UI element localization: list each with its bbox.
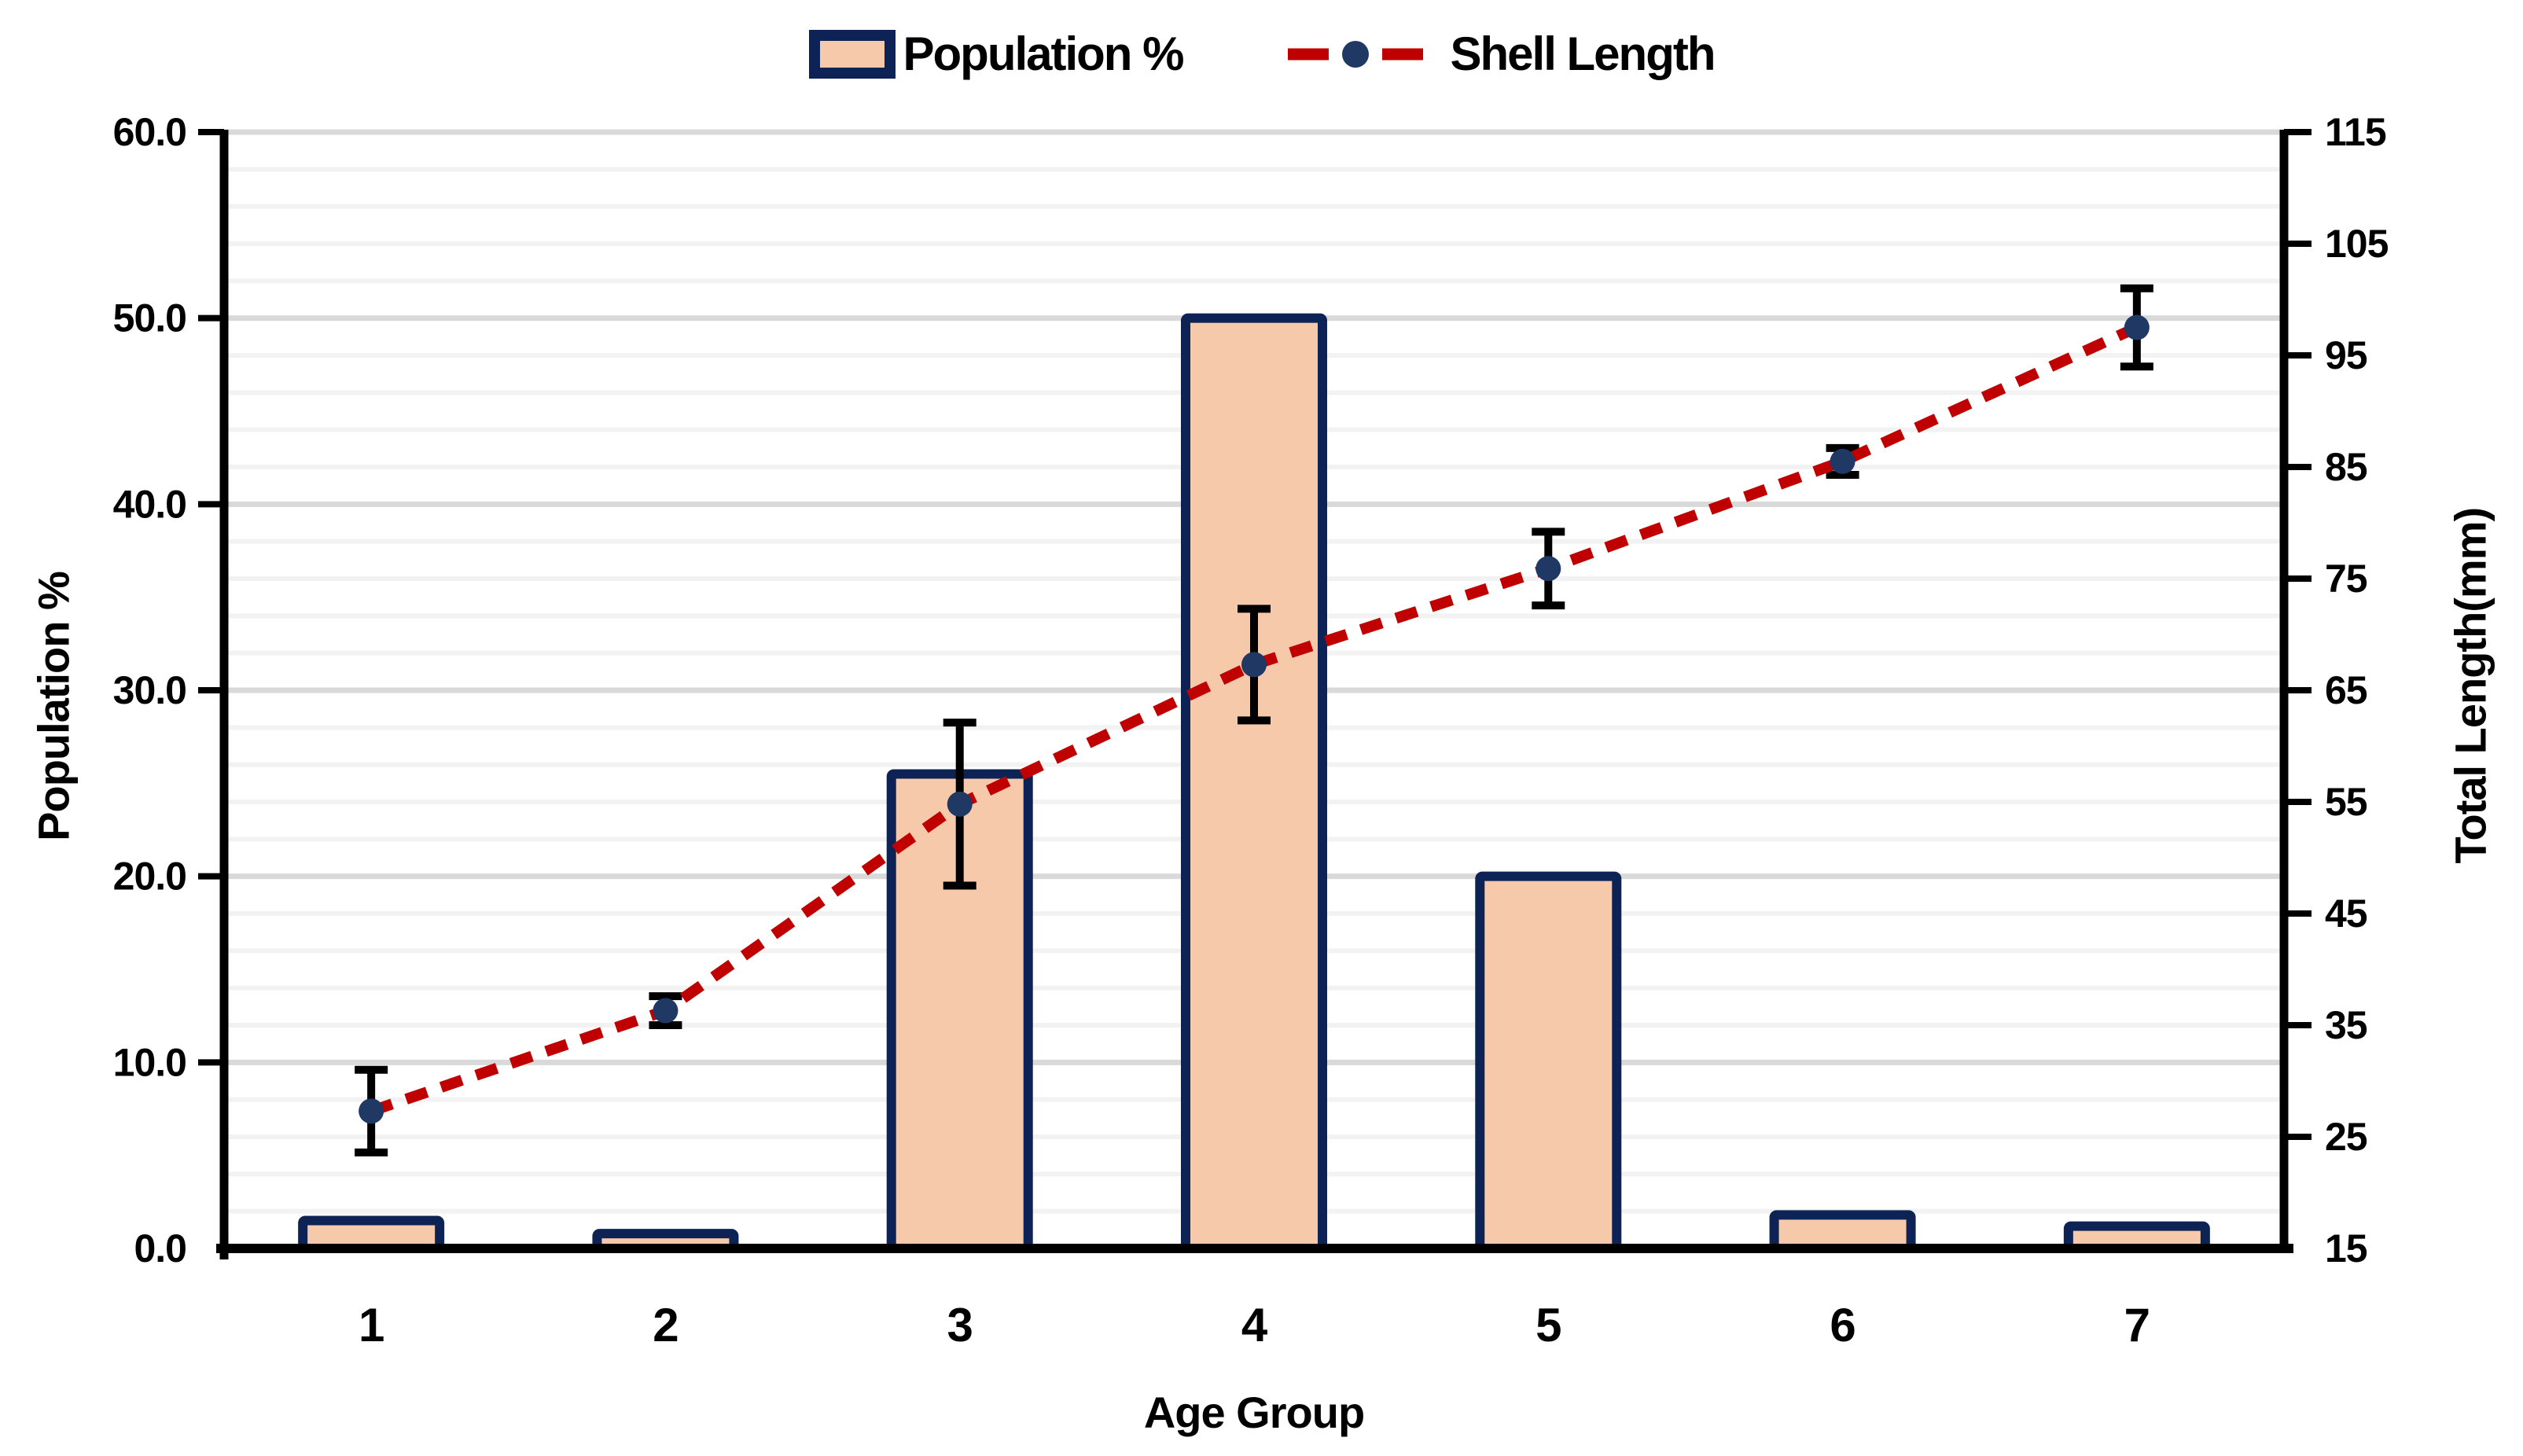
shell-length-point-age-4 [1241, 652, 1267, 678]
legend-label-population: Population % [903, 28, 1185, 80]
y-axis-title-right: Total Length(mm) [2445, 507, 2495, 864]
y-axis-right-tick-label: 105 [2325, 222, 2389, 266]
y-axis-left-tick-label: 60.0 [113, 110, 186, 154]
y-axis-right-tick-label: 75 [2325, 557, 2367, 601]
y-axis-right-tick-label: 115 [2325, 110, 2386, 154]
x-axis-tick-label: 3 [947, 1299, 973, 1351]
bar-swatch-icon [808, 29, 896, 79]
bar-age-5 [1475, 871, 1622, 1253]
x-axis-tick-label: 6 [1830, 1299, 1855, 1351]
y-axis-right-tick-label: 55 [2325, 780, 2367, 824]
shell-length-point-age-5 [1535, 556, 1561, 582]
x-axis-tick-label: 2 [653, 1299, 678, 1351]
x-axis-title: Age Group [1143, 1388, 1365, 1437]
y-axis-right-tick-label: 45 [2325, 892, 2367, 936]
y-axis-right-tick-label: 85 [2325, 445, 2367, 489]
y-axis-right-tick-label: 15 [2325, 1226, 2367, 1270]
shell-length-point-age-2 [653, 998, 679, 1024]
y-axis-left-tick-label: 50.0 [113, 296, 186, 340]
y-axis-right-tick-label: 95 [2325, 333, 2367, 377]
y-axis-left-tick-label: 30.0 [113, 668, 186, 712]
x-axis-tick-label: 5 [1535, 1299, 1561, 1351]
x-axis-tick-label: 7 [2124, 1299, 2150, 1351]
y-axis-right-tick-label: 65 [2325, 668, 2367, 712]
legend-item-shell-length: Shell Length [1285, 27, 1716, 81]
legend-label-shell-length: Shell Length [1450, 28, 1716, 80]
x-axis-tick-label: 4 [1241, 1299, 1268, 1351]
shell-length-point-age-7 [2124, 314, 2150, 340]
shell-length-point-age-3 [947, 791, 973, 817]
y-axis-title-left: Population % [28, 572, 79, 841]
y-axis-left-tick-label: 10.0 [113, 1040, 186, 1084]
bar-age-6 [1769, 1210, 1916, 1254]
y-axis-left-tick-label: 0.0 [134, 1226, 186, 1270]
line-dot-swatch-icon [1288, 40, 1424, 68]
bar-age-4 [1181, 313, 1327, 1254]
shell-length-point-age-1 [359, 1098, 384, 1124]
shell-length-point-age-6 [1830, 448, 1855, 474]
y-axis-right-tick-label: 35 [2325, 1003, 2367, 1047]
x-axis-tick-label: 1 [359, 1299, 384, 1351]
y-axis-left-tick-label: 40.0 [113, 482, 186, 526]
y-axis-left-tick-label: 20.0 [113, 855, 186, 899]
legend-item-population: Population % [808, 27, 1185, 81]
legend: Population % Shell Length [0, 27, 2523, 81]
y-axis-right-tick-label: 25 [2325, 1115, 2367, 1159]
